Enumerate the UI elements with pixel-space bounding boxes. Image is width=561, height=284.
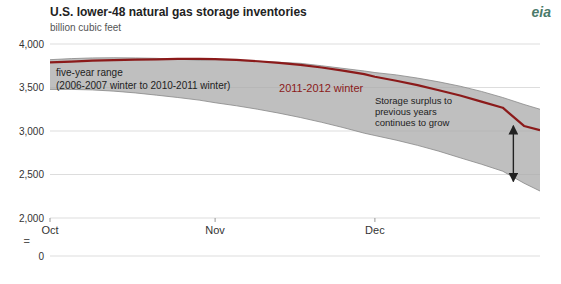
- range-area: [50, 58, 540, 191]
- arrow: [513, 126, 514, 182]
- x-tick: [374, 218, 375, 222]
- grid-line: [50, 44, 540, 45]
- grid-line: [50, 218, 540, 219]
- zero-line: [50, 256, 540, 257]
- x-tick-label: Oct: [41, 224, 58, 236]
- chart: U.S. lower-48 natural gas storage invent…: [0, 0, 561, 284]
- axis-break: =: [24, 235, 30, 247]
- y-tick-label: 4,000: [19, 39, 44, 50]
- x-tick: [215, 218, 216, 222]
- y-tick-label: 3,000: [19, 126, 44, 137]
- y-tick-label: 2,000: [19, 213, 44, 224]
- x-tick-label: Nov: [205, 224, 225, 236]
- range-note: (2006-2007 winter to 2010-2011 winter): [56, 80, 230, 91]
- plot-area: [50, 58, 540, 191]
- x-tick-label: Dec: [365, 224, 385, 236]
- y-axis-label: billion cubic feet: [50, 22, 121, 33]
- y-tick-label: 3,500: [19, 82, 44, 93]
- grid-line: [50, 174, 540, 175]
- annotation: Storage surplus toprevious yearscontinue…: [375, 95, 452, 128]
- title: U.S. lower-48 natural gas storage invent…: [50, 5, 307, 19]
- line-label: 2011-2012 winter: [279, 82, 364, 94]
- range-lower: [50, 89, 540, 191]
- range-label: five-year range: [56, 67, 123, 78]
- y-tick-label: 2,500: [19, 169, 44, 180]
- zero-tick-label: 0: [38, 251, 44, 262]
- line: [50, 59, 540, 130]
- logo: eia: [532, 4, 552, 20]
- x-tick: [50, 218, 51, 222]
